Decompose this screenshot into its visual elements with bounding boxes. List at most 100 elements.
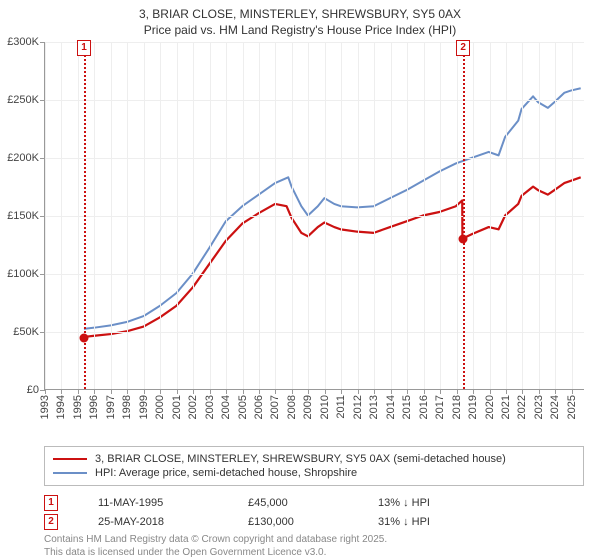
sale-price: £45,000 bbox=[248, 497, 338, 509]
page: 3, BRIAR CLOSE, MINSTERLEY, SHREWSBURY, … bbox=[0, 0, 600, 560]
x-tick bbox=[325, 389, 326, 394]
x-tick bbox=[292, 389, 293, 394]
x-tick bbox=[374, 389, 375, 394]
y-axis-label: £100K bbox=[7, 268, 39, 280]
x-gridline bbox=[226, 42, 227, 389]
x-axis-label: 2008 bbox=[286, 395, 298, 419]
y-axis-label: £250K bbox=[7, 94, 39, 106]
x-gridline bbox=[457, 42, 458, 389]
x-tick bbox=[308, 389, 309, 394]
sale-dot bbox=[459, 235, 468, 244]
sale-row: 225-MAY-2018£130,00031% ↓ HPI bbox=[44, 514, 584, 530]
y-axis-label: £300K bbox=[7, 36, 39, 48]
x-gridline bbox=[111, 42, 112, 389]
y-gridline bbox=[45, 332, 584, 333]
x-gridline bbox=[572, 42, 573, 389]
y-axis-label: £50K bbox=[13, 326, 39, 338]
x-gridline bbox=[177, 42, 178, 389]
x-tick bbox=[572, 389, 573, 394]
x-tick bbox=[144, 389, 145, 394]
x-axis-label: 2009 bbox=[302, 395, 314, 419]
x-axis-label: 2007 bbox=[269, 395, 281, 419]
x-axis-label: 2018 bbox=[451, 395, 463, 419]
x-gridline bbox=[424, 42, 425, 389]
x-gridline bbox=[391, 42, 392, 389]
x-gridline bbox=[506, 42, 507, 389]
x-axis-label: 2021 bbox=[500, 395, 512, 419]
x-tick bbox=[259, 389, 260, 394]
legend-row: HPI: Average price, semi-detached house,… bbox=[53, 467, 575, 479]
chart-area: £0£50K£100K£150K£200K£250K£300K199319941… bbox=[44, 42, 584, 412]
x-tick bbox=[61, 389, 62, 394]
x-axis-label: 2002 bbox=[187, 395, 199, 419]
sale-row: 111-MAY-1995£45,00013% ↓ HPI bbox=[44, 495, 584, 511]
y-gridline bbox=[45, 274, 584, 275]
x-gridline bbox=[160, 42, 161, 389]
x-gridline bbox=[210, 42, 211, 389]
chart-title: 3, BRIAR CLOSE, MINSTERLEY, SHREWSBURY, … bbox=[0, 0, 600, 40]
x-axis-label: 2000 bbox=[154, 395, 166, 419]
x-axis-label: 2005 bbox=[237, 395, 249, 419]
x-gridline bbox=[407, 42, 408, 389]
sale-badge: 2 bbox=[456, 40, 470, 56]
x-axis-label: 2016 bbox=[418, 395, 430, 419]
x-axis-label: 2006 bbox=[253, 395, 265, 419]
x-gridline bbox=[358, 42, 359, 389]
x-axis-label: 2011 bbox=[335, 395, 347, 419]
x-axis-label: 2012 bbox=[352, 395, 364, 419]
x-gridline bbox=[522, 42, 523, 389]
sale-row-badge: 1 bbox=[44, 495, 58, 511]
sale-dot bbox=[80, 333, 89, 342]
title-line1: 3, BRIAR CLOSE, MINSTERLEY, SHREWSBURY, … bbox=[8, 6, 592, 22]
sales-table: 111-MAY-1995£45,00013% ↓ HPI225-MAY-2018… bbox=[44, 492, 584, 533]
x-tick bbox=[341, 389, 342, 394]
x-tick bbox=[127, 389, 128, 394]
x-tick bbox=[78, 389, 79, 394]
x-gridline bbox=[61, 42, 62, 389]
x-gridline bbox=[308, 42, 309, 389]
sale-delta: 31% ↓ HPI bbox=[378, 516, 430, 528]
x-tick bbox=[177, 389, 178, 394]
legend-label: HPI: Average price, semi-detached house,… bbox=[95, 467, 357, 479]
x-gridline bbox=[490, 42, 491, 389]
y-axis-label: £150K bbox=[7, 210, 39, 222]
sale-date: 11-MAY-1995 bbox=[98, 497, 208, 509]
x-gridline bbox=[127, 42, 128, 389]
x-tick bbox=[457, 389, 458, 394]
x-gridline bbox=[473, 42, 474, 389]
y-axis-label: £200K bbox=[7, 152, 39, 164]
x-tick bbox=[391, 389, 392, 394]
x-gridline bbox=[555, 42, 556, 389]
sale-badge: 1 bbox=[77, 40, 91, 56]
x-axis-label: 2022 bbox=[516, 395, 528, 419]
x-gridline bbox=[325, 42, 326, 389]
x-tick bbox=[490, 389, 491, 394]
legend: 3, BRIAR CLOSE, MINSTERLEY, SHREWSBURY, … bbox=[44, 446, 584, 486]
x-gridline bbox=[275, 42, 276, 389]
x-axis-label: 1996 bbox=[88, 395, 100, 419]
x-axis-label: 2001 bbox=[171, 395, 183, 419]
x-axis-label: 2017 bbox=[434, 395, 446, 419]
x-gridline bbox=[341, 42, 342, 389]
credits: Contains HM Land Registry data © Crown c… bbox=[44, 534, 584, 559]
x-tick bbox=[45, 389, 46, 394]
plot: £0£50K£100K£150K£200K£250K£300K199319941… bbox=[44, 42, 584, 390]
x-gridline bbox=[243, 42, 244, 389]
y-axis-label: £0 bbox=[27, 384, 39, 396]
legend-swatch bbox=[53, 458, 87, 460]
x-tick bbox=[473, 389, 474, 394]
y-gridline bbox=[45, 158, 584, 159]
x-tick bbox=[522, 389, 523, 394]
x-tick bbox=[160, 389, 161, 394]
x-axis-label: 1993 bbox=[39, 395, 51, 419]
x-axis-label: 2003 bbox=[204, 395, 216, 419]
x-tick bbox=[440, 389, 441, 394]
x-axis-label: 2019 bbox=[467, 395, 479, 419]
x-axis-label: 2004 bbox=[220, 395, 232, 419]
x-gridline bbox=[193, 42, 194, 389]
x-axis-label: 2023 bbox=[533, 395, 545, 419]
legend-row: 3, BRIAR CLOSE, MINSTERLEY, SHREWSBURY, … bbox=[53, 453, 575, 465]
x-gridline bbox=[144, 42, 145, 389]
x-axis-label: 2020 bbox=[484, 395, 496, 419]
x-axis-label: 1998 bbox=[121, 395, 133, 419]
